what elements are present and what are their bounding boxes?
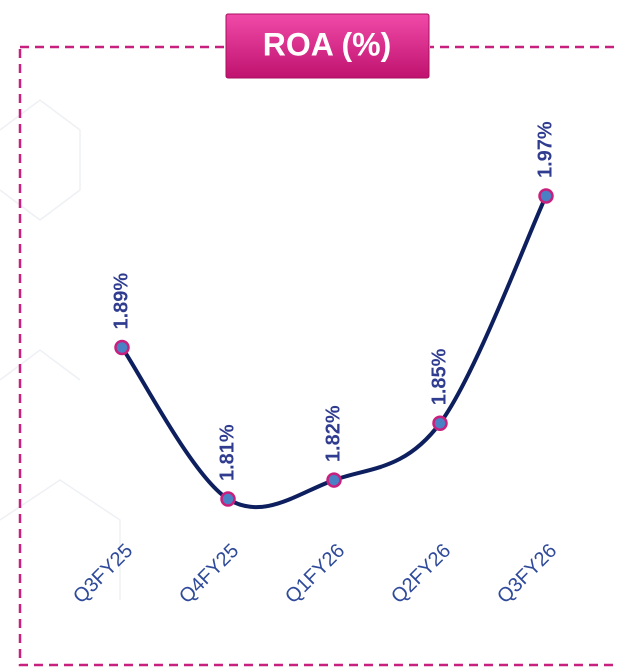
- x-tick-label: Q3FY26: [493, 540, 561, 608]
- x-tick-label: Q3FY25: [69, 540, 137, 608]
- marker: [432, 415, 448, 431]
- marker: [114, 339, 130, 356]
- title-box: [225, 13, 430, 79]
- x-tick-label: Q1FY26: [281, 540, 349, 608]
- data-label: 1.82%: [322, 405, 344, 462]
- data-label: 1.85%: [428, 348, 450, 405]
- marker: [220, 491, 236, 507]
- background-pattern: [0, 99, 121, 600]
- x-tick-label: Q2FY26: [387, 540, 455, 608]
- data-label: 1.89%: [110, 273, 132, 330]
- data-label: 1.81%: [216, 424, 238, 481]
- marker: [538, 188, 554, 204]
- data-label: 1.97%: [534, 121, 556, 178]
- marker: [326, 472, 342, 488]
- x-tick-label: Q4FY25: [175, 540, 243, 608]
- chart-title: ROA (%): [263, 26, 392, 62]
